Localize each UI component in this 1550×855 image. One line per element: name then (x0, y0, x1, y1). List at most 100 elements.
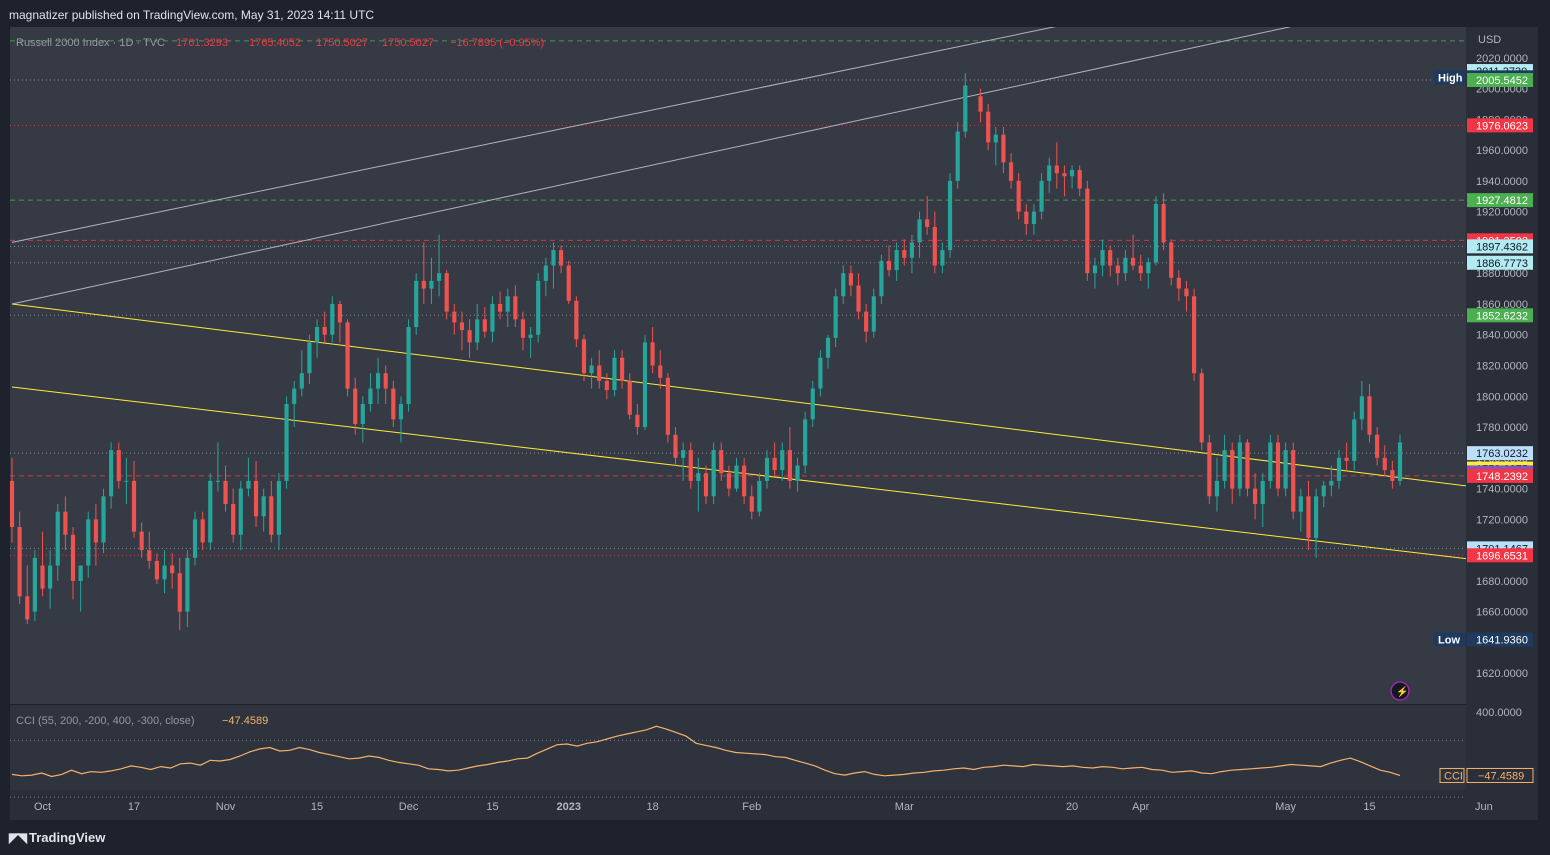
candle-body (1298, 496, 1303, 512)
time-tick: Nov (216, 801, 236, 813)
candle-body (673, 434, 678, 458)
chart-area[interactable]: Russell 2000 Index · 1D · TVC 1761.3293 17… (0, 27, 1550, 820)
candle-body (1031, 211, 1037, 224)
candle-body (1016, 180, 1021, 212)
candle-body (1069, 170, 1075, 177)
candle-body (520, 319, 526, 338)
price-tick: 2020.0000 (1476, 53, 1528, 65)
candle-body (909, 242, 914, 258)
candle-body (925, 219, 930, 228)
cci-tag: CCI (1444, 770, 1463, 782)
candle-body (871, 296, 876, 332)
drawings (11, 27, 1537, 567)
candle-body (498, 303, 503, 312)
footer-bar: ◤◥ TradingView (0, 820, 1550, 855)
candle-body (1130, 257, 1136, 266)
candle-body (9, 480, 15, 528)
candle-body (406, 327, 411, 404)
channel-upper[interactable] (11, 303, 1537, 495)
upper-trendline[interactable] (11, 27, 1537, 243)
price-tick: 1780.0000 (1476, 422, 1528, 434)
time-scale[interactable] (10, 790, 1538, 820)
time-tick: 2023 (556, 801, 580, 813)
candle-body (1001, 134, 1006, 163)
candle-body (368, 388, 373, 404)
price-tick: 1720.0000 (1476, 514, 1528, 526)
candle-body (787, 450, 792, 481)
candle-body (261, 496, 266, 517)
candle-body (932, 227, 937, 266)
tradingview-logo[interactable]: ◤◥ TradingView (9, 830, 105, 846)
candle-body (284, 403, 289, 481)
price-tag: High (1438, 72, 1463, 84)
channel-lower[interactable] (11, 386, 1537, 567)
candle-body (1169, 242, 1174, 278)
candle-body (825, 337, 831, 358)
price-label-bg (1467, 548, 1533, 563)
ohlc-legend: Russell 2000 Index · 1D · TVC 1761.3293 17… (16, 37, 544, 49)
lightning-icon[interactable] (1390, 681, 1410, 701)
candle-body (1336, 457, 1342, 481)
chart-svg[interactable]: Russell 2000 Index · 1D · TVC 1761.3293 17… (0, 27, 1550, 820)
candle-body (833, 296, 838, 338)
ohlc-value: 1750.5027 (316, 37, 368, 49)
candle-body (818, 357, 823, 389)
candle-body (1291, 450, 1296, 512)
candle-body (1153, 203, 1159, 263)
candle-body (604, 380, 609, 391)
cci-price-tick: 400.0000 (1476, 707, 1522, 719)
candle-body (703, 473, 709, 497)
candle-body (635, 414, 640, 428)
time-tick: 15 (486, 801, 498, 813)
price-tick: 1660.0000 (1476, 607, 1528, 619)
candle-body (1314, 496, 1319, 538)
lower-trendline[interactable] (11, 27, 1537, 305)
candle-body (1268, 442, 1273, 481)
candle-body (1100, 250, 1105, 266)
time-tick: 15 (1363, 801, 1375, 813)
indicator-pane[interactable] (10, 705, 1466, 790)
price-label: 1852.6232 (1476, 310, 1528, 322)
price-tag: Low (1438, 634, 1460, 646)
candle-body (1329, 480, 1334, 486)
cci-line[interactable] (11, 725, 1401, 778)
candle-body (17, 527, 22, 597)
candle-body (1054, 165, 1059, 174)
candle-body (1123, 257, 1128, 274)
candle-body (612, 357, 617, 391)
candle-body (795, 465, 800, 481)
candle-body (848, 273, 853, 286)
price-scale[interactable] (1466, 27, 1538, 790)
candle-body (711, 450, 716, 497)
candle-body (1253, 488, 1258, 504)
candle-body (345, 322, 350, 389)
candle-body (208, 480, 213, 543)
time-tick: 20 (1066, 801, 1078, 813)
candle-body (1092, 265, 1098, 274)
candle-body (559, 250, 564, 266)
candle-body (864, 311, 869, 332)
candle-body (803, 419, 808, 466)
candle-body (482, 319, 487, 332)
candle-body (886, 260, 892, 271)
candle-body (414, 280, 419, 328)
candle-body (459, 322, 465, 331)
candle-body (322, 327, 327, 335)
time-tick: Apr (1132, 801, 1149, 813)
price-tick: 1740.0000 (1476, 484, 1528, 496)
price-label: 1976.0623 (1476, 120, 1528, 132)
candle-body (48, 565, 53, 589)
candle-body (566, 265, 571, 301)
candle-body (436, 273, 442, 281)
candle-body (543, 265, 548, 281)
time-tick: 15 (311, 801, 323, 813)
candle-body (955, 131, 960, 181)
candle-body (269, 496, 274, 535)
main-pane[interactable] (10, 27, 1466, 704)
candle-body (383, 373, 388, 389)
candle-body (742, 465, 747, 497)
candle-body (1192, 296, 1197, 374)
time-tick: Oct (34, 801, 51, 813)
candle-body (253, 480, 259, 517)
price-tick: 1680.0000 (1476, 576, 1528, 588)
